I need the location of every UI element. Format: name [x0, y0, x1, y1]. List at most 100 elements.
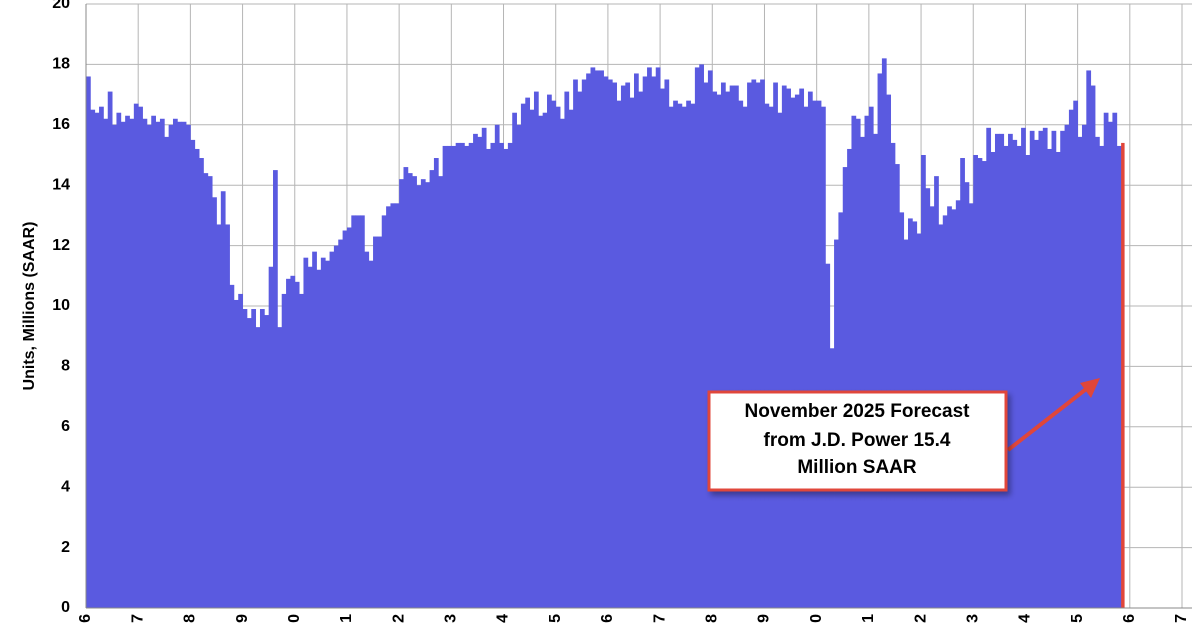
bar: [673, 100, 678, 608]
bar: [220, 191, 226, 609]
x-tick-label: 1: [338, 614, 355, 623]
bar: [703, 82, 709, 608]
bar: [442, 145, 448, 608]
bar: [273, 170, 278, 608]
bar: [1112, 112, 1118, 608]
bar: [699, 64, 704, 608]
bar: [142, 118, 148, 608]
bar: [616, 100, 622, 608]
bar: [816, 100, 822, 608]
bar: [516, 124, 522, 609]
bar: [1068, 109, 1074, 608]
bar: [1008, 133, 1013, 609]
bar: [381, 215, 387, 608]
bar: [603, 76, 609, 609]
bar: [786, 88, 791, 608]
bar: [477, 136, 483, 608]
bar: [751, 79, 757, 608]
bar: [94, 112, 100, 608]
bar: [742, 106, 748, 609]
bar: [329, 251, 335, 608]
bar: [638, 91, 644, 608]
bar: [803, 106, 809, 609]
bar: [216, 224, 222, 608]
x-tick-label: 2: [390, 614, 407, 623]
bar: [264, 315, 270, 608]
bar: [1086, 70, 1092, 608]
bar: [773, 82, 778, 608]
y-tick-label: 12: [52, 237, 70, 254]
bar: [394, 203, 400, 608]
bar: [420, 179, 426, 608]
bar: [647, 67, 652, 609]
x-tick-label: 1: [860, 614, 877, 623]
bar: [168, 124, 174, 609]
bar: [664, 79, 670, 608]
x-tick-label: 3: [443, 614, 460, 623]
y-tick-label: 14: [52, 176, 70, 193]
bar: [734, 85, 739, 609]
x-tick-label: 9: [234, 614, 251, 623]
bar: [851, 115, 857, 609]
bar: [1025, 155, 1031, 608]
bar: [642, 76, 648, 609]
bar: [807, 91, 813, 608]
bar: [821, 106, 826, 609]
bar: [677, 103, 683, 608]
bar: [668, 106, 674, 609]
bar: [490, 142, 496, 609]
bar: [1116, 145, 1122, 608]
bar: [847, 148, 852, 608]
bar: [651, 76, 657, 609]
bar: [1012, 139, 1018, 608]
bar: [312, 251, 317, 608]
x-tick-label: 6: [599, 614, 616, 623]
bar: [177, 121, 183, 608]
bar: [342, 230, 348, 608]
bar: [764, 103, 770, 608]
x-tick-label: 4: [1017, 614, 1034, 623]
bar: [547, 94, 552, 609]
bar: [1090, 85, 1096, 609]
x-tick-label: 6: [77, 614, 94, 623]
bar: [1103, 112, 1109, 608]
bar: [747, 82, 752, 608]
bar: [451, 145, 457, 608]
y-tick-label: 10: [52, 297, 70, 314]
bar: [172, 118, 178, 608]
bar: [560, 118, 565, 608]
bar: [259, 309, 265, 608]
bar: [307, 266, 313, 608]
bar: [1042, 127, 1048, 608]
bar: [529, 109, 535, 608]
bar: [290, 275, 296, 608]
bar: [1121, 142, 1125, 609]
bar: [577, 91, 583, 608]
bar: [112, 124, 117, 609]
bar: [155, 121, 161, 608]
bar: [812, 100, 818, 608]
bar: [246, 318, 252, 608]
bar: [986, 127, 992, 608]
bar: [333, 245, 339, 608]
bar: [303, 257, 309, 608]
bar: [686, 100, 691, 608]
bar: [894, 164, 900, 608]
bar: [120, 121, 126, 608]
bar: [373, 236, 378, 609]
y-tick-label: 16: [52, 116, 70, 133]
bar: [525, 97, 531, 609]
bar: [133, 103, 139, 608]
bar: [429, 170, 435, 608]
bar: [690, 103, 696, 608]
bar: [607, 79, 613, 608]
bar: [634, 73, 639, 608]
bar: [99, 106, 104, 609]
bar: [768, 106, 774, 609]
bar: [116, 112, 122, 608]
bar: [151, 115, 156, 609]
bar: [973, 155, 978, 608]
bar: [464, 145, 470, 608]
bar: [351, 215, 357, 608]
